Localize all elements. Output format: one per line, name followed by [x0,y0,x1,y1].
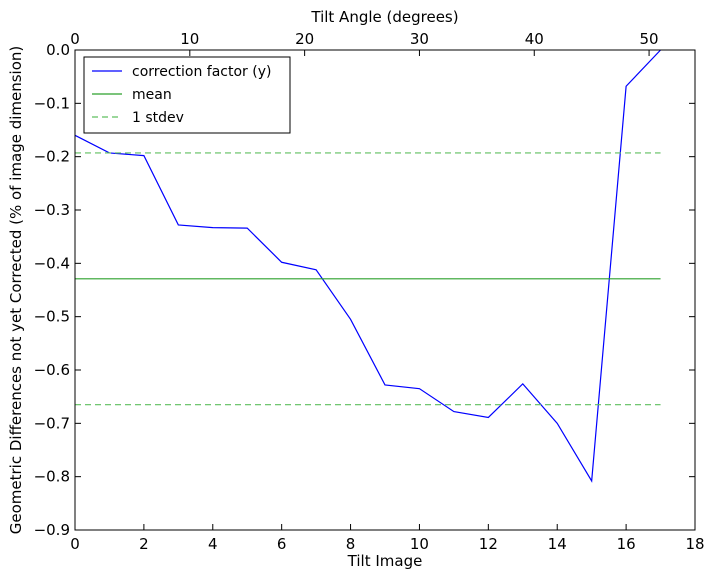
legend: correction factor (y) mean 1 stdev [83,56,291,134]
y-tick-label-7: −0.7 [34,414,70,432]
x-tick-label-3: 6 [277,535,287,553]
legend-label-2: 1 stdev [132,110,184,126]
x-tick-label-7: 14 [548,535,567,553]
legend-items: correction factor (y) mean 1 stdev [92,64,271,126]
legend-box [83,56,291,134]
x-tick-label-2: 4 [208,535,218,553]
y-tick-label-2: −0.2 [34,148,70,166]
top-tick-label-4: 40 [525,30,544,48]
top-axis-label: Tilt Angle (degrees) [310,8,458,26]
x-tick-label-9: 18 [685,535,704,553]
y-tick-label-5: −0.5 [34,308,70,326]
y-tick-label-6: −0.6 [34,361,70,379]
x-tick-label-1: 2 [139,535,149,553]
plot-marks [74,49,661,483]
y-tick-label-1: −0.1 [34,94,70,112]
y-tick-label-9: −0.9 [34,521,70,539]
legend-label-1: mean [132,87,172,103]
top-tick-label-1: 10 [180,30,199,48]
y-tick-label-8: −0.8 [34,468,70,486]
top-tick-label-0: 0 [70,30,80,48]
top-tick-label-2: 20 [295,30,314,48]
top-tick-label-5: 50 [640,30,659,48]
top-tick-label-3: 30 [410,30,429,48]
series-line-0 [74,49,661,483]
plot-frame [74,49,696,531]
x-tick-label-8: 16 [617,535,636,553]
x-tick-label-4: 8 [346,535,356,553]
axis-ticks: 0 2 4 6 8 10 12 14 16 18 0.0 −0.1 −0.2 −0.3 −0.4 −0.5 −0… [34,30,705,553]
y-tick-label-4: −0.4 [34,254,70,272]
legend-label-0: correction factor (y) [132,64,271,80]
y-tick-label-0: 0.0 [46,41,70,59]
x-tick-label-0: 0 [70,535,80,553]
x-tick-label-6: 12 [479,535,498,553]
x-tick-label-5: 10 [410,535,429,553]
x-axis-label: Tilt Image [347,552,423,570]
y-tick-label-3: −0.3 [34,201,70,219]
y-axis-label: Geometric Differences not yet Corrected … [7,46,25,535]
